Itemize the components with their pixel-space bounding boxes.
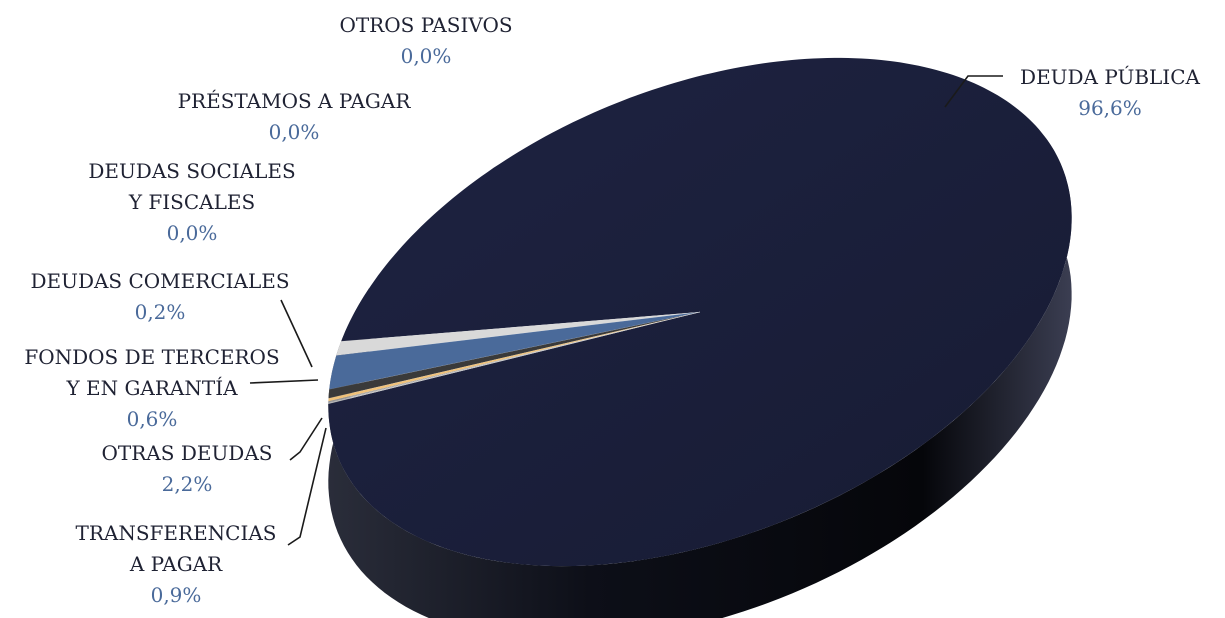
slice-label-value: 0,0% — [401, 44, 452, 68]
slice-label-name: DEUDA PÚBLICA — [1020, 64, 1200, 89]
slice-label-name: DEUDAS COMERCIALES — [30, 269, 289, 293]
slice-label: OTRAS DEUDAS 2,2% — [102, 441, 273, 496]
slice-label-value: 0,2% — [135, 300, 186, 324]
slice-label: DEUDAS COMERCIALES 0,2% — [30, 269, 289, 324]
pie-slice — [327, 311, 701, 405]
slice-label-value: 0,9% — [151, 583, 202, 607]
slice-label-name: FONDOS DE TERCEROS — [24, 345, 279, 369]
slice-label: PRÉSTAMOS A PAGAR 0,0% — [178, 89, 412, 144]
slice-label-name: Y FISCALES — [128, 190, 255, 214]
slice-label: DEUDAS SOCIALES Y FISCALES 0,0% — [88, 159, 295, 245]
slice-labels: DEUDA PÚBLICA 96,6% TRANSFERENCIAS A PAGAR 0… — [24, 13, 1200, 607]
leader-line — [287, 427, 327, 546]
slice-label-value: 2,2% — [162, 472, 213, 496]
slice-label-value: 0,0% — [269, 120, 320, 144]
pie-slice — [328, 311, 701, 390]
slice-label-name: PRÉSTAMOS A PAGAR — [178, 89, 412, 113]
slice-label-value: 0,6% — [127, 407, 178, 431]
leader-line — [249, 379, 319, 384]
slice-label-name: OTROS PASIVOS — [339, 13, 512, 37]
slice-label-name: TRANSFERENCIAS — [75, 521, 276, 545]
slice-label: FONDOS DE TERCEROS Y EN GARANTÍA 0,6% — [24, 345, 279, 431]
slice-label-name: DEUDAS SOCIALES — [88, 159, 295, 183]
slice-label-name: OTRAS DEUDAS — [102, 441, 273, 465]
slice-label-value: 0,0% — [167, 221, 218, 245]
pie-layer — [327, 57, 1072, 618]
slice-label-value: 96,6% — [1078, 96, 1142, 120]
slice-label-name: Y EN GARANTÍA — [65, 376, 238, 400]
slice-label-name: A PAGAR — [129, 552, 223, 576]
slice-label: DEUDA PÚBLICA 96,6% — [1020, 64, 1200, 120]
slice-label: TRANSFERENCIAS A PAGAR 0,9% — [75, 521, 276, 607]
leader-line — [280, 299, 313, 368]
leader-lines — [249, 75, 1003, 546]
leader-line — [944, 75, 1003, 108]
leader-line — [289, 417, 323, 461]
pie-slice — [328, 311, 701, 404]
slice-label: OTROS PASIVOS 0,0% — [339, 13, 512, 68]
pie-side — [328, 137, 1072, 618]
